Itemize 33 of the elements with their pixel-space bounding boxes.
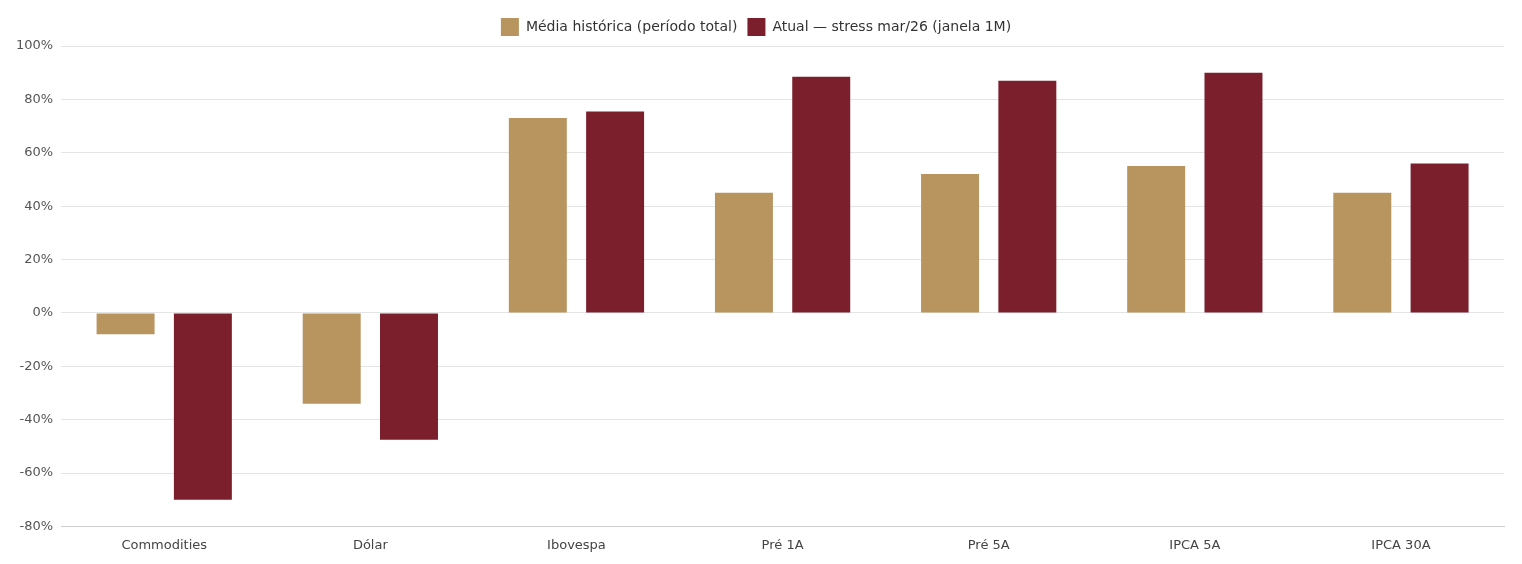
bar (302, 313, 361, 404)
y-tick-label: -80% (19, 517, 54, 533)
x-tick-label: Pré 5A (967, 536, 1010, 552)
y-tick-label: 100% (15, 37, 54, 53)
y-tick-label: -60% (19, 464, 54, 480)
y-tick-label: 60% (24, 144, 54, 160)
bar (173, 313, 232, 500)
bar (1127, 166, 1186, 313)
bar (1333, 192, 1392, 313)
bar (508, 118, 567, 313)
legend-label: Atual — stress mar/26 (janela 1M) (772, 17, 1012, 34)
bar (921, 174, 980, 313)
bar (586, 111, 645, 313)
bar (792, 76, 851, 313)
x-tick-label: Commodities (121, 536, 208, 552)
x-tick-label: IPCA 30A (1371, 536, 1431, 552)
bar (1410, 163, 1469, 313)
x-tick-label: Pré 1A (761, 536, 804, 552)
bar (96, 313, 155, 335)
bar (1204, 72, 1263, 313)
bar (998, 80, 1057, 313)
bar (380, 313, 438, 440)
y-tick-label: -20% (19, 357, 54, 373)
y-tick-label: 20% (24, 250, 54, 266)
x-tick-label: Ibovespa (547, 536, 606, 552)
y-tick-label: 0% (32, 304, 54, 320)
y-tick-label: 40% (24, 197, 54, 213)
y-tick-label: -40% (19, 411, 54, 427)
x-tick-label: Dólar (352, 536, 389, 552)
y-tick-label: 80% (24, 90, 54, 106)
x-tick-label: IPCA 5A (1169, 536, 1221, 552)
legend-label: Média histórica (período total) (525, 17, 738, 34)
bar (714, 192, 773, 313)
